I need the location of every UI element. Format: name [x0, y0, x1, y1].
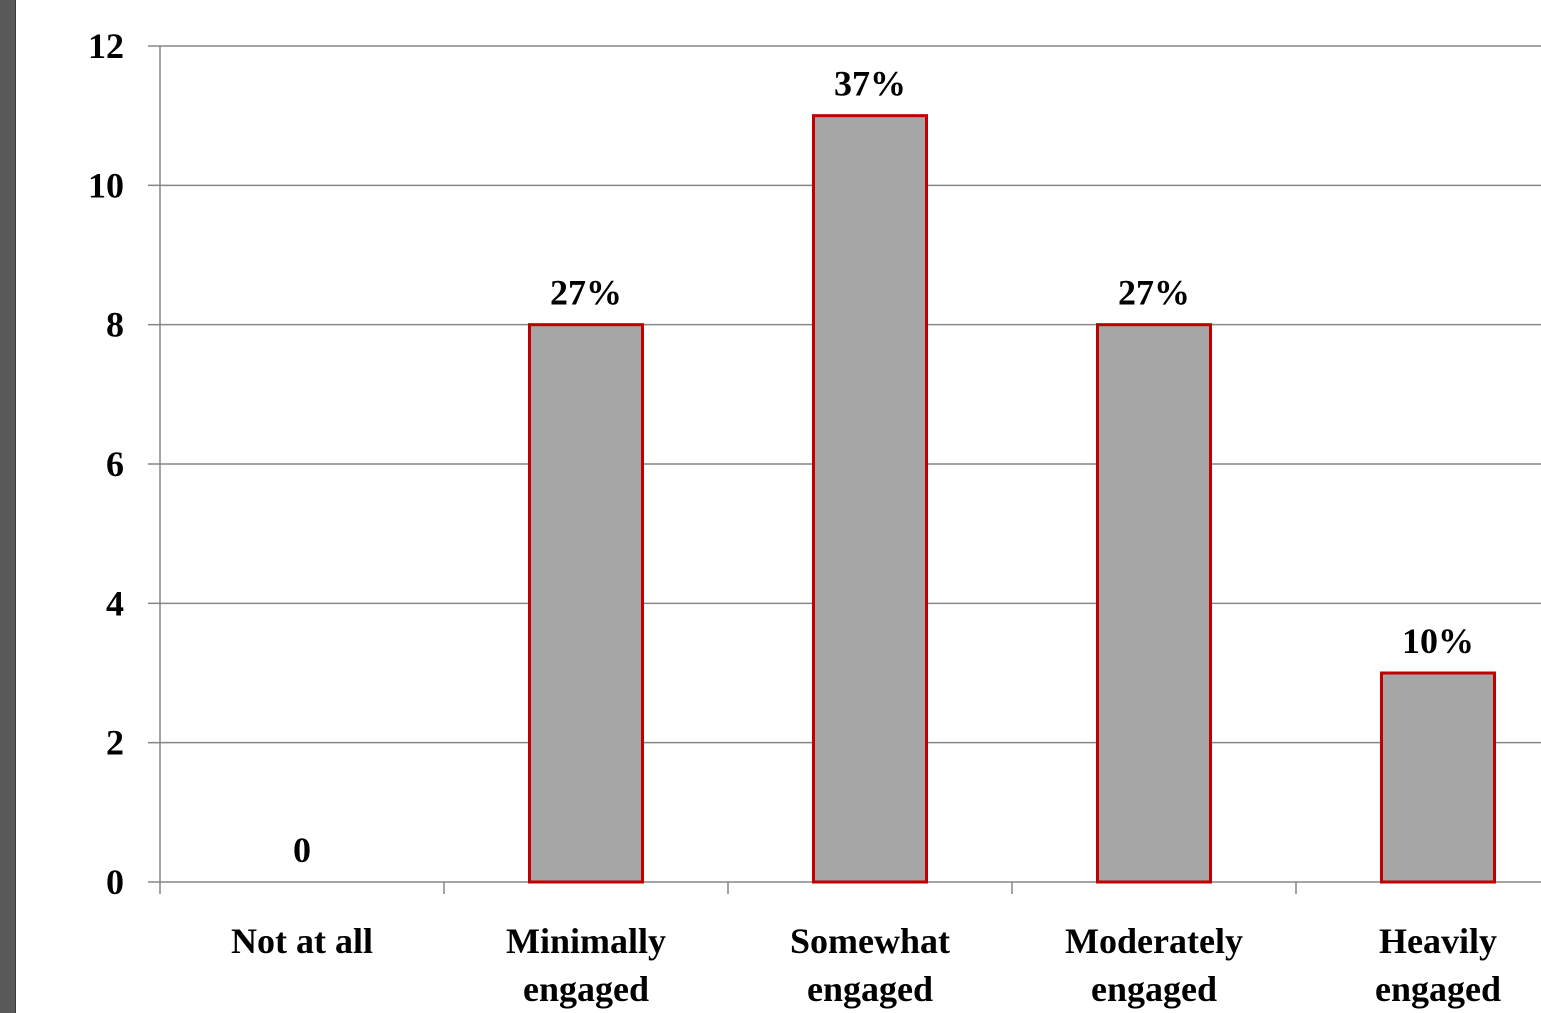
y-tick-label: 6	[106, 444, 124, 484]
x-category-label: Not at all	[231, 921, 373, 961]
x-category-label: engaged	[807, 969, 933, 1009]
bar	[1096, 323, 1212, 884]
y-tick-label: 10	[88, 165, 124, 205]
y-tick-label: 2	[106, 723, 124, 763]
y-tick-label: 8	[106, 305, 124, 345]
bar	[812, 114, 928, 884]
data-label: 10%	[1402, 621, 1474, 661]
bar	[1380, 671, 1496, 884]
x-category-label: engaged	[1091, 969, 1217, 1009]
x-category-label: Somewhat	[790, 921, 950, 961]
y-tick-label: 4	[106, 583, 124, 623]
x-category-label: Heavily	[1379, 921, 1497, 961]
x-category-label: Moderately	[1065, 921, 1243, 961]
data-label: 27%	[550, 273, 622, 313]
y-tick-label: 0	[106, 862, 124, 902]
x-category-label: engaged	[523, 969, 649, 1009]
left-border-strip	[0, 0, 16, 1013]
y-tick-label: 12	[88, 26, 124, 66]
bar	[528, 323, 644, 884]
data-label: 0	[293, 830, 311, 870]
data-label: 37%	[834, 64, 906, 104]
data-label: 27%	[1118, 273, 1190, 313]
x-category-label: engaged	[1375, 969, 1501, 1009]
x-category-label: Minimally	[506, 921, 666, 961]
